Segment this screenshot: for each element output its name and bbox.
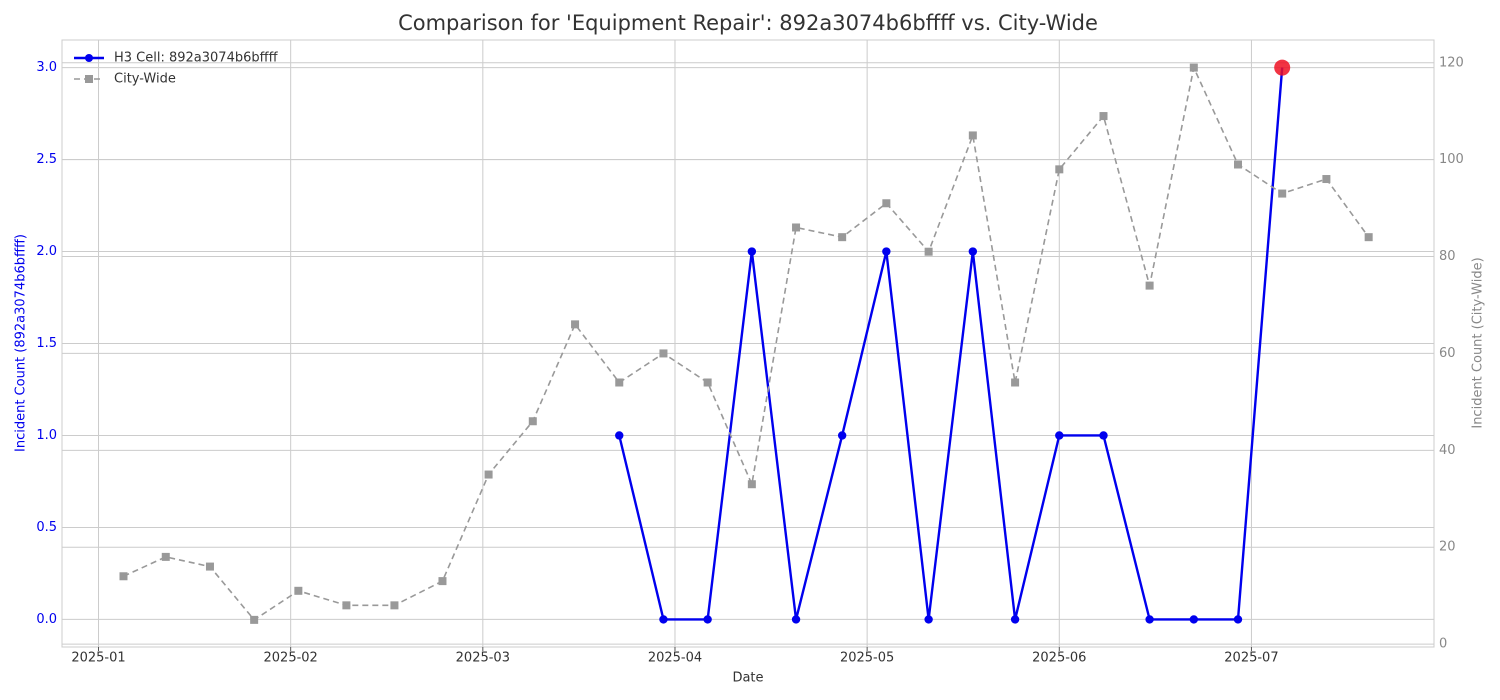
marker (1189, 615, 1199, 624)
x-tick-label: 2025-01 (71, 651, 125, 666)
marker (837, 431, 847, 440)
series-line (618, 67, 1284, 621)
x-tick-label: 2025-02 (264, 651, 318, 666)
marker (1189, 63, 1198, 72)
y2-tick-label: 20 (1439, 540, 1456, 555)
x-tick-label: 2025-04 (648, 651, 702, 666)
marker (1145, 615, 1154, 624)
x-tick-label: 2025-07 (1224, 651, 1278, 666)
y-tick-label: 0.5 (36, 520, 57, 535)
marker (250, 615, 259, 624)
marker (119, 572, 128, 581)
marker (968, 247, 978, 256)
marker (571, 320, 580, 329)
marker (659, 349, 668, 358)
y2-tick-label: 40 (1439, 443, 1456, 458)
y2-tick-label: 80 (1439, 249, 1456, 264)
marker (342, 601, 351, 610)
marker (1233, 615, 1243, 624)
legend-label: City-Wide (114, 72, 176, 87)
marker (882, 247, 891, 256)
marker (659, 615, 668, 624)
marker (703, 378, 712, 387)
marker (294, 586, 303, 595)
marker (528, 417, 537, 426)
y2-axis-label: Incident Count (City-Wide) (1471, 257, 1486, 428)
y2-tick-label: 0 (1439, 637, 1447, 652)
marker (1234, 160, 1242, 169)
marker (791, 615, 801, 624)
y-tick-label: 2.5 (36, 152, 57, 167)
marker (968, 131, 977, 140)
y2-tick-label: 60 (1439, 346, 1456, 361)
marker (1322, 175, 1331, 184)
marker (1145, 281, 1154, 290)
x-tick-label: 2025-05 (840, 651, 894, 666)
marker (703, 615, 712, 624)
marker (161, 552, 170, 561)
marker (747, 480, 756, 489)
marker (1011, 378, 1020, 387)
chart-title: Comparison for 'Equipment Repair': 892a3… (398, 11, 1098, 35)
marker (1278, 189, 1287, 198)
marker (924, 247, 933, 256)
y2-tick-label: 100 (1439, 152, 1464, 167)
marker (438, 577, 447, 586)
y-tick-label: 1.0 (36, 428, 57, 443)
marker (1099, 431, 1108, 440)
marker (1364, 233, 1373, 242)
marker (1274, 59, 1291, 76)
y-tick-label: 2.0 (36, 244, 57, 259)
x-axis-label: Date (732, 671, 763, 686)
marker (615, 431, 624, 440)
marker (615, 378, 624, 387)
marker (1010, 615, 1020, 624)
marker (1055, 165, 1064, 174)
y2-tick-label: 120 (1439, 55, 1464, 70)
marker (390, 601, 399, 610)
x-tick-label: 2025-06 (1032, 651, 1086, 666)
marker (838, 233, 847, 242)
marker (1055, 431, 1064, 440)
legend-label: H3 Cell: 892a3074b6bffff (114, 51, 279, 66)
y-tick-label: 0.0 (36, 612, 57, 627)
y-tick-label: 1.5 (36, 336, 57, 351)
marker (747, 247, 757, 256)
marker (205, 562, 214, 571)
legend-marker (85, 54, 93, 62)
marker (484, 470, 493, 479)
y-tick-label: 3.0 (36, 60, 57, 75)
legend-marker (85, 75, 93, 83)
marker (924, 615, 933, 624)
marker (792, 223, 801, 232)
marker (1099, 112, 1108, 121)
x-tick-label: 2025-03 (456, 651, 510, 666)
marker (882, 199, 891, 208)
y-axis-label: Incident Count (892a3074b6bffff) (14, 234, 29, 452)
